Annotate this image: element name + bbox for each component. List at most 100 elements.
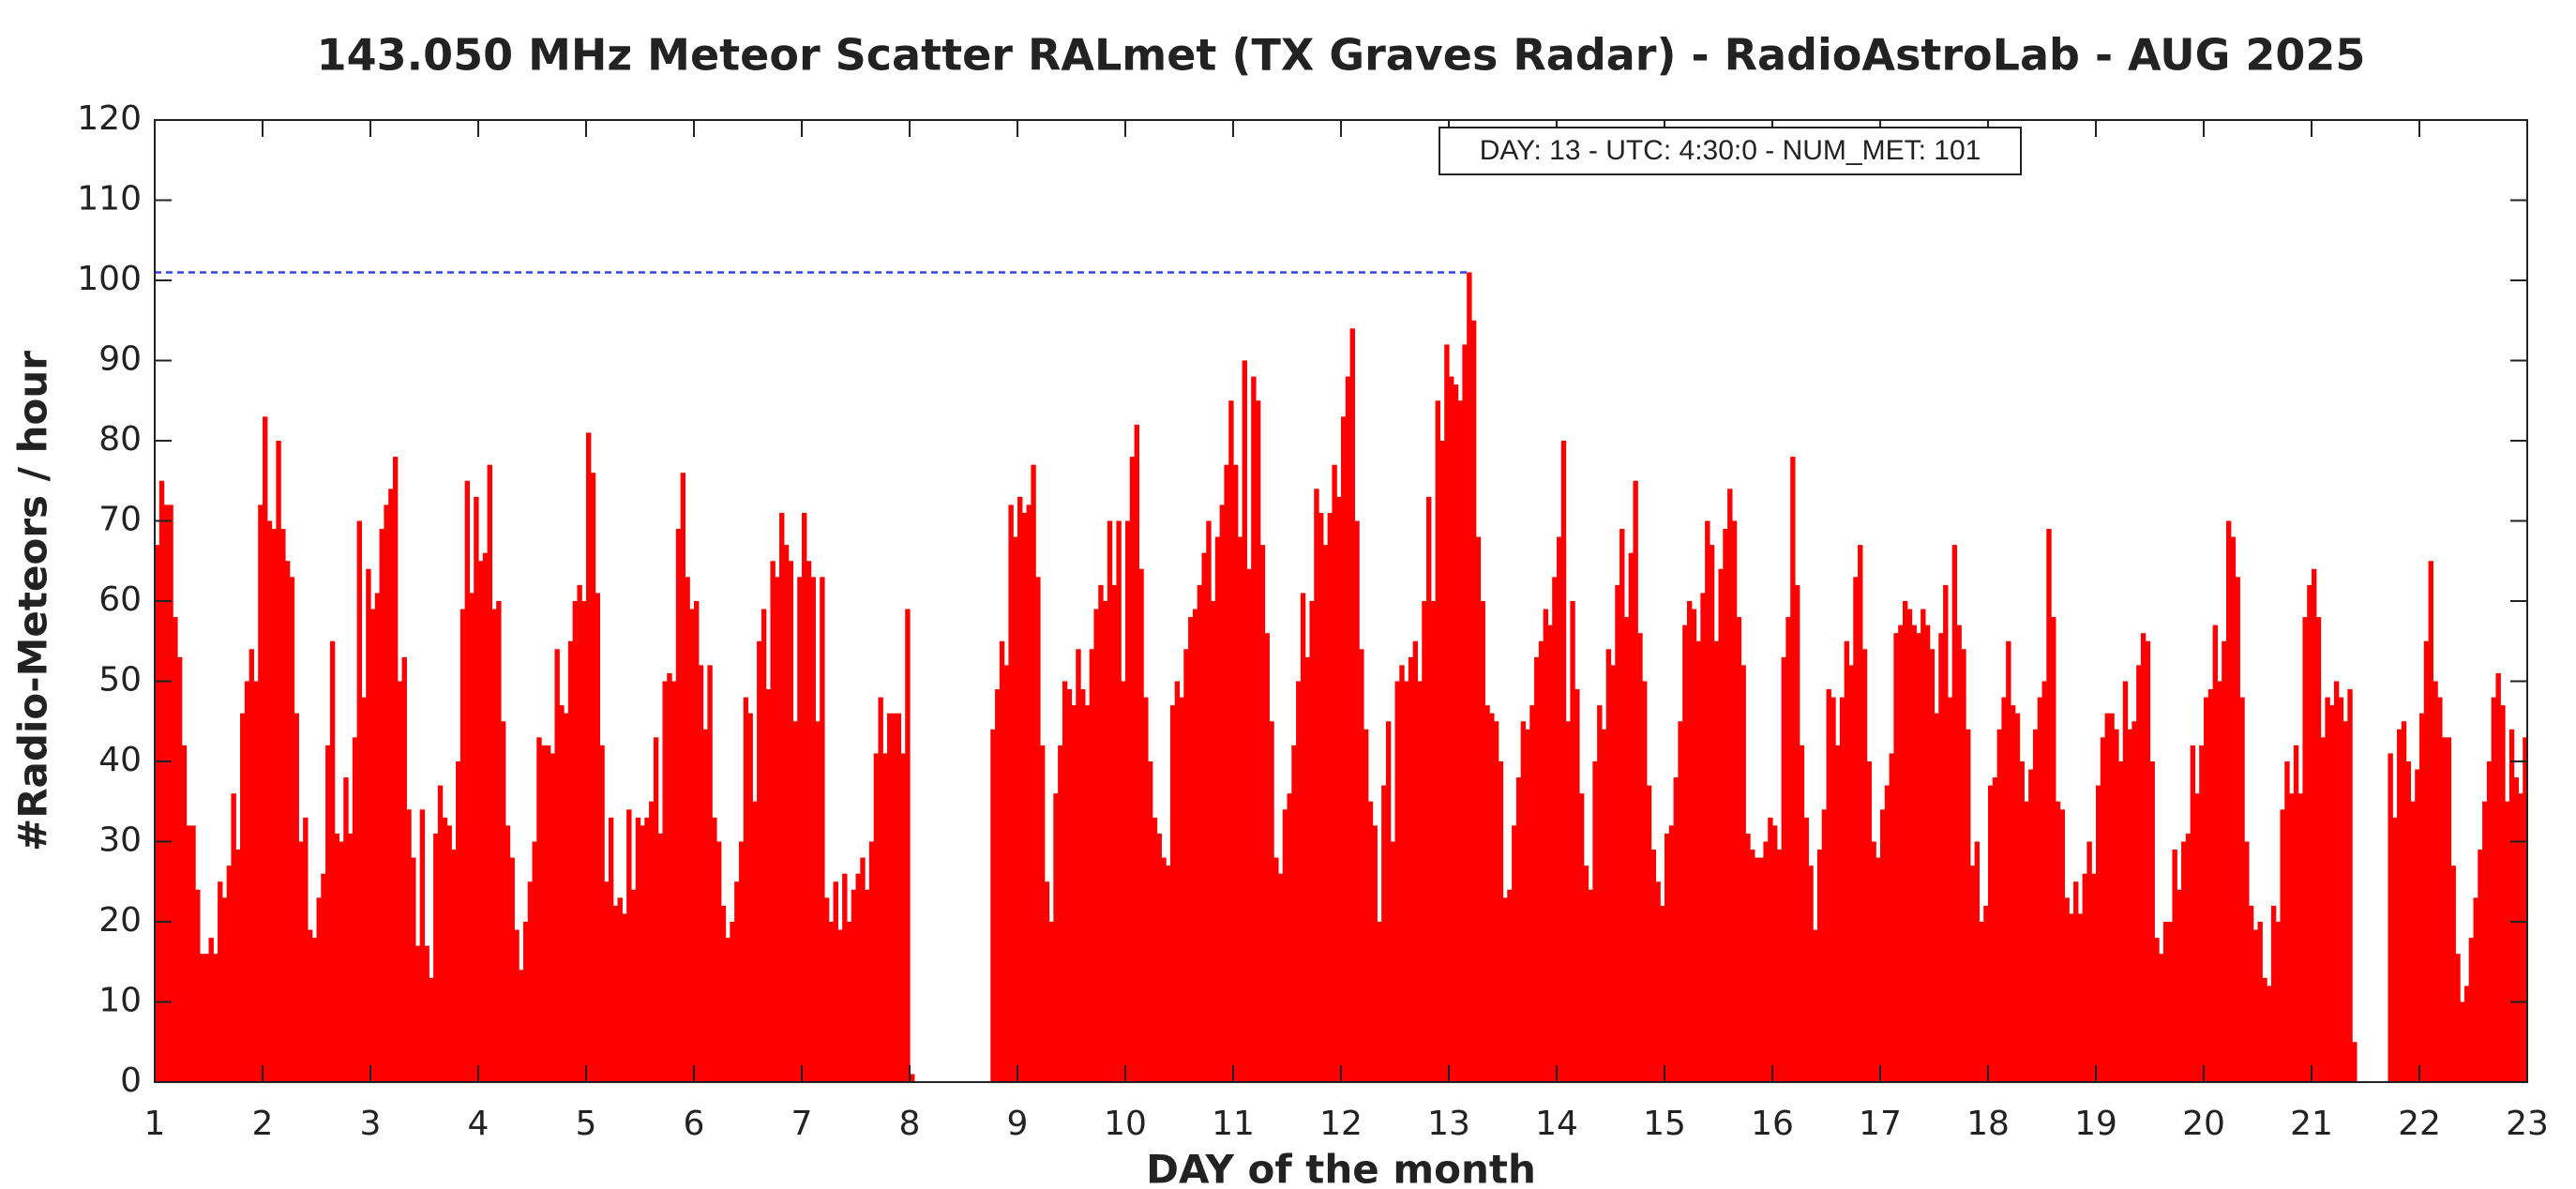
- bar: [2172, 850, 2177, 1082]
- bar: [2096, 785, 2101, 1082]
- bar: [1758, 857, 1765, 1082]
- bar: [1934, 713, 1939, 1082]
- bar: [2194, 793, 2200, 1082]
- bar: [190, 825, 196, 1082]
- bar: [2100, 737, 2106, 1082]
- bar: [514, 929, 520, 1082]
- bar: [617, 897, 623, 1082]
- bar: [2463, 986, 2470, 1082]
- y-tick-label: 30: [98, 821, 142, 860]
- bar: [424, 945, 429, 1082]
- bar: [2320, 737, 2326, 1082]
- bar: [1408, 656, 1414, 1082]
- y-axis-label: #Radio-Meteors / hour: [10, 351, 56, 851]
- bar: [519, 970, 524, 1082]
- bar: [1233, 464, 1239, 1082]
- bar: [662, 681, 668, 1082]
- y-tick-label: 20: [98, 901, 142, 940]
- bar: [1039, 745, 1046, 1082]
- bar: [1003, 665, 1010, 1082]
- bar: [2069, 913, 2074, 1082]
- bar: [2222, 640, 2227, 1082]
- bar: [532, 841, 537, 1082]
- bar: [2127, 729, 2132, 1082]
- bar: [1902, 601, 1908, 1082]
- bar: [1457, 400, 1463, 1082]
- x-tick-label: 8: [899, 1105, 921, 1143]
- bar: [1385, 721, 1392, 1082]
- bar: [1557, 536, 1562, 1082]
- bar: [2010, 705, 2016, 1082]
- bar: [1718, 568, 1724, 1082]
- bar: [294, 713, 299, 1082]
- bar: [1008, 504, 1014, 1082]
- bar: [2162, 922, 2169, 1082]
- bar: [2343, 721, 2348, 1082]
- y-tick-label: 70: [98, 501, 142, 539]
- bar: [2338, 697, 2344, 1082]
- bar: [1359, 649, 1364, 1082]
- bar: [752, 801, 758, 1082]
- bar: [2037, 697, 2043, 1082]
- bar: [1979, 922, 1984, 1082]
- bar: [1695, 640, 1701, 1082]
- bar: [1219, 504, 1226, 1082]
- bar: [348, 833, 354, 1082]
- bar: [806, 561, 812, 1082]
- bar: [680, 473, 686, 1082]
- x-tick-label: 20: [2182, 1105, 2225, 1143]
- x-tick-label: 23: [2506, 1105, 2549, 1143]
- bar: [289, 577, 295, 1082]
- bar: [158, 480, 165, 1082]
- bar: [2352, 1042, 2358, 1082]
- bar: [1943, 584, 1949, 1082]
- bar: [2064, 897, 2070, 1082]
- bar: [1197, 584, 1203, 1082]
- bar: [2024, 801, 2029, 1082]
- bar: [860, 857, 866, 1082]
- bar: [1282, 809, 1288, 1082]
- bar: [2280, 809, 2285, 1082]
- bar: [522, 922, 529, 1082]
- bar: [258, 504, 264, 1082]
- bar: [1512, 825, 1517, 1082]
- bar: [608, 817, 614, 1082]
- bar: [2347, 689, 2353, 1082]
- bar: [2307, 584, 2312, 1082]
- bar: [1570, 601, 1575, 1082]
- bar: [1848, 665, 1854, 1082]
- bar: [1246, 568, 1252, 1082]
- bar: [1013, 536, 1018, 1082]
- bar: [1111, 584, 1118, 1082]
- bar: [1660, 905, 1665, 1082]
- bar: [1781, 656, 1786, 1082]
- bar: [168, 504, 173, 1082]
- bar: [900, 753, 906, 1082]
- bar: [1876, 857, 1881, 1082]
- bar: [2267, 986, 2272, 1082]
- bar: [509, 857, 515, 1082]
- bar: [478, 561, 484, 1082]
- bar: [505, 825, 511, 1082]
- bar: [379, 529, 384, 1082]
- bar: [2051, 617, 2056, 1082]
- bar: [1665, 833, 1670, 1082]
- bar: [564, 713, 569, 1082]
- bar: [2104, 713, 2110, 1082]
- bar: [1969, 865, 1976, 1082]
- bar: [882, 753, 888, 1082]
- bar: [1799, 745, 1805, 1082]
- bar: [833, 881, 838, 1082]
- bar: [1633, 480, 1638, 1082]
- bar: [2505, 801, 2510, 1082]
- bar: [2149, 761, 2155, 1082]
- bar: [1992, 777, 1998, 1082]
- bar: [1183, 649, 1189, 1082]
- bar: [2177, 889, 2182, 1082]
- bar: [1615, 584, 1620, 1082]
- bar: [1237, 536, 1243, 1082]
- bar: [173, 617, 178, 1082]
- bar: [1686, 601, 1693, 1082]
- bar: [176, 656, 183, 1082]
